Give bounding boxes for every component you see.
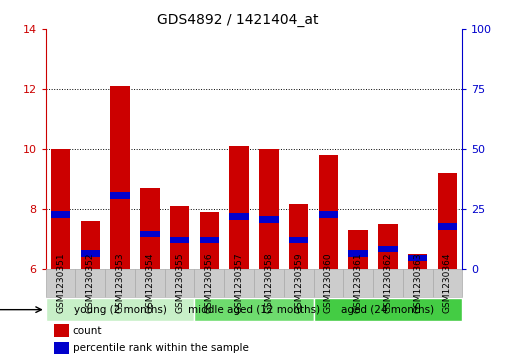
Text: percentile rank within the sample: percentile rank within the sample — [73, 343, 249, 353]
Bar — [51, 211, 70, 218]
Text: aged (24 months): aged (24 months) — [341, 305, 434, 315]
Bar — [373, 29, 403, 269]
Bar — [313, 269, 343, 297]
Text: GSM1230355: GSM1230355 — [175, 253, 184, 313]
Bar — [51, 149, 70, 269]
Bar — [195, 298, 313, 321]
Bar — [46, 298, 195, 321]
Text: GSM1230359: GSM1230359 — [294, 253, 303, 313]
Bar — [289, 237, 308, 244]
Bar — [135, 269, 165, 297]
Bar — [254, 269, 284, 297]
Text: young (2 months): young (2 months) — [74, 305, 167, 315]
Bar — [319, 211, 338, 218]
Text: GSM1230357: GSM1230357 — [235, 253, 244, 313]
Bar — [289, 204, 308, 269]
Bar — [432, 269, 462, 297]
Bar — [438, 173, 457, 269]
Bar — [408, 255, 427, 261]
Bar — [200, 212, 219, 269]
Bar — [259, 149, 278, 269]
Bar — [81, 221, 100, 269]
Bar — [254, 29, 284, 269]
Bar — [313, 29, 343, 269]
Bar — [140, 231, 160, 237]
Text: GSM1230353: GSM1230353 — [116, 253, 124, 313]
Bar — [195, 269, 224, 297]
Bar — [46, 29, 76, 269]
Bar — [76, 29, 105, 269]
Bar — [135, 29, 165, 269]
Text: middle aged (12 months): middle aged (12 months) — [188, 305, 320, 315]
Bar — [343, 29, 373, 269]
Text: GSM1230361: GSM1230361 — [354, 253, 363, 313]
Text: GSM1230352: GSM1230352 — [86, 253, 95, 313]
Bar — [105, 29, 135, 269]
Bar — [319, 155, 338, 269]
Bar — [343, 269, 373, 297]
Bar — [76, 269, 105, 297]
Bar — [313, 298, 462, 321]
Bar — [170, 237, 189, 244]
Bar — [170, 206, 189, 269]
Text: GSM1230362: GSM1230362 — [384, 253, 392, 313]
Bar — [140, 188, 160, 269]
Bar — [54, 325, 69, 337]
Bar — [348, 250, 368, 257]
Bar — [373, 269, 403, 297]
Text: GSM1230360: GSM1230360 — [324, 253, 333, 313]
Text: GSM1230363: GSM1230363 — [413, 253, 422, 313]
Bar — [105, 269, 135, 297]
Bar — [403, 269, 432, 297]
Bar — [81, 250, 100, 257]
Text: GSM1230356: GSM1230356 — [205, 253, 214, 313]
Bar — [259, 216, 278, 223]
Text: GSM1230354: GSM1230354 — [145, 253, 154, 313]
Text: count: count — [73, 326, 102, 336]
Bar — [438, 223, 457, 230]
Bar — [408, 254, 427, 269]
Bar — [224, 269, 254, 297]
Bar — [284, 269, 313, 297]
Text: GSM1230351: GSM1230351 — [56, 253, 65, 313]
Bar — [432, 29, 462, 269]
Bar — [46, 269, 76, 297]
Text: GSM1230358: GSM1230358 — [264, 253, 273, 313]
Bar — [54, 342, 69, 354]
Bar — [230, 146, 249, 269]
Title: GDS4892 / 1421404_at: GDS4892 / 1421404_at — [156, 13, 318, 26]
Bar — [403, 29, 432, 269]
Bar — [348, 230, 368, 269]
Bar — [230, 213, 249, 220]
Bar — [195, 29, 224, 269]
Bar — [165, 269, 195, 297]
Bar — [378, 246, 398, 252]
Bar — [224, 29, 254, 269]
Bar — [110, 86, 130, 269]
Text: GSM1230364: GSM1230364 — [443, 253, 452, 313]
Bar — [284, 29, 313, 269]
Bar — [200, 237, 219, 244]
Bar — [165, 29, 195, 269]
Bar — [110, 192, 130, 199]
Bar — [378, 224, 398, 269]
